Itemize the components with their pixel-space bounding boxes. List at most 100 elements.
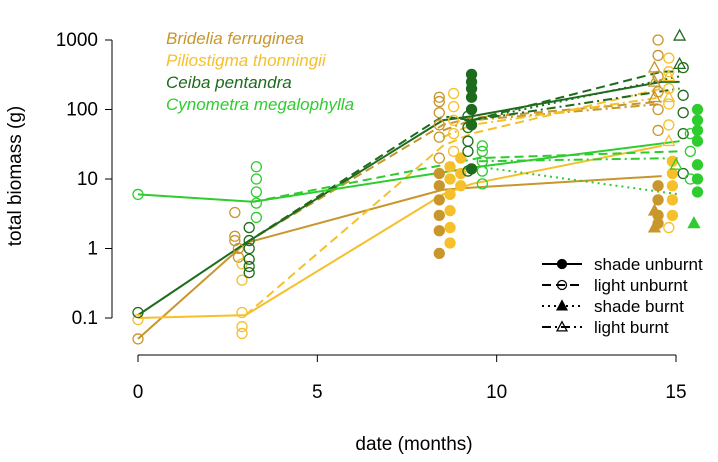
point-piliostigma-thonningii-shade-unburnt — [444, 173, 456, 185]
point-bridelia-ferruginea-shade-unburnt — [433, 167, 445, 180]
point-piliostigma-thonningii-light-unburnt — [663, 221, 675, 234]
point-bridelia-ferruginea-light-unburnt — [652, 49, 664, 62]
axes: 0 5 10 15 0.1 1 10 100 1000 — [56, 30, 687, 403]
point-bridelia-ferruginea-light-unburnt — [433, 95, 445, 108]
point-cynometra-megalophylla-shade-burnt — [687, 216, 701, 229]
point-piliostigma-thonningii-shade-unburnt — [444, 188, 456, 201]
y-tick-label: 100 — [66, 100, 98, 121]
x-tick-label: 10 — [486, 382, 507, 403]
point-cynometra-megalophylla-light-unburnt — [476, 140, 488, 152]
treatment-legend-marker — [556, 279, 568, 291]
point-cynometra-megalophylla-shade-unburnt — [691, 159, 704, 171]
point-ceiba-pentandra-light-unburnt — [462, 165, 474, 177]
point-bridelia-ferruginea-shade-burnt — [647, 203, 662, 216]
point-cynometra-megalophylla-light-unburnt — [684, 173, 696, 185]
point-piliostigma-thonningii-light-burnt — [662, 133, 676, 147]
point-bridelia-ferruginea-light-burnt — [647, 60, 662, 73]
point-cynometra-megalophylla-shade-unburnt — [691, 114, 704, 126]
point-piliostigma-thonningii-light-unburnt — [236, 321, 248, 333]
point-ceiba-pentandra-light-burnt — [672, 28, 687, 41]
point-cynometra-megalophylla-light-unburnt — [250, 211, 263, 224]
point-bridelia-ferruginea-shade-unburnt — [433, 180, 445, 192]
point-ceiba-pentandra-light-unburnt — [462, 145, 474, 157]
y-tick-label: 10 — [77, 169, 98, 190]
point-bridelia-ferruginea-light-unburnt — [433, 91, 445, 103]
x-tick-label: 15 — [665, 382, 686, 403]
point-piliostigma-thonningii-light-unburnt — [663, 66, 675, 78]
point-cynometra-megalophylla-shade-unburnt — [691, 135, 704, 147]
point-bridelia-ferruginea-light-burnt — [647, 74, 662, 87]
point-piliostigma-thonningii-light-burnt — [662, 90, 676, 103]
point-piliostigma-thonningii-light-unburnt — [447, 114, 460, 126]
point-ceiba-pentandra-shade-unburnt — [465, 68, 478, 81]
point-cynometra-megalophylla-light-unburnt — [476, 165, 488, 177]
point-bridelia-ferruginea-shade-unburnt — [652, 194, 664, 206]
x-tick-label: 5 — [312, 382, 323, 403]
y-ticks: 0.1 1 10 100 1000 — [56, 30, 112, 329]
point-ceiba-pentandra-light-unburnt — [243, 253, 255, 265]
point-piliostigma-thonningii-shade-unburnt — [666, 167, 679, 180]
point-piliostigma-thonningii-light-unburnt — [236, 327, 248, 340]
point-ceiba-pentandra-light-unburnt — [677, 127, 689, 140]
point-bridelia-ferruginea-light-unburnt — [433, 152, 445, 164]
point-piliostigma-thonningii-light-unburnt — [132, 313, 144, 326]
line-bridelia-ferruginea-light-unburnt — [245, 100, 662, 244]
point-bridelia-ferruginea-light-unburnt — [229, 206, 241, 219]
point-ceiba-pentandra-light-unburnt — [243, 266, 255, 279]
x-axis-label: date (months) — [355, 434, 472, 455]
line-cynometra-megalophylla-shade-burnt — [478, 165, 680, 196]
point-piliostigma-thonningii-shade-unburnt — [444, 221, 456, 234]
x-ticks: 0 5 10 15 — [133, 355, 687, 403]
treatment-legend-marker — [555, 299, 569, 311]
line-piliostigma-thonningii-shade-unburnt — [137, 144, 662, 319]
point-piliostigma-thonningii-shade-unburnt — [666, 180, 679, 192]
point-bridelia-ferruginea-shade-unburnt — [433, 209, 445, 221]
point-piliostigma-thonningii-light-unburnt — [236, 306, 248, 319]
point-ceiba-pentandra-light-unburnt — [462, 121, 474, 134]
point-piliostigma-thonningii-light-unburnt — [447, 145, 460, 157]
point-piliostigma-thonningii-light-unburnt — [663, 52, 675, 64]
point-ceiba-pentandra-light-unburnt — [243, 260, 255, 273]
x-tick-label: 0 — [133, 382, 144, 403]
point-bridelia-ferruginea-light-burnt — [647, 90, 662, 103]
point-piliostigma-thonningii-light-unburnt — [447, 127, 460, 140]
treatment-legend-marker — [556, 258, 568, 270]
y-tick-label: 1 — [87, 239, 98, 260]
point-cynometra-megalophylla-light-unburnt — [250, 161, 263, 173]
point-ceiba-pentandra-light-unburnt — [243, 234, 255, 247]
point-bridelia-ferruginea-light-unburnt — [229, 230, 241, 242]
point-cynometra-megalophylla-light-unburnt — [132, 188, 144, 201]
point-bridelia-ferruginea-light-unburnt — [652, 34, 664, 46]
line-ceiba-pentandra-light-burnt — [471, 87, 680, 122]
point-cynometra-megalophylla-light-unburnt — [250, 173, 263, 185]
point-ceiba-pentandra-light-unburnt — [132, 306, 144, 319]
point-ceiba-pentandra-shade-unburnt — [465, 163, 478, 175]
point-piliostigma-thonningii-light-unburnt — [663, 119, 675, 131]
point-bridelia-ferruginea-shade-unburnt — [433, 194, 445, 206]
point-bridelia-ferruginea-light-unburnt — [433, 131, 445, 143]
point-piliostigma-thonningii-shade-unburnt — [666, 209, 679, 221]
y-tick-label: 0.1 — [72, 308, 98, 329]
point-piliostigma-thonningii-light-unburnt — [663, 98, 675, 110]
point-piliostigma-thonningii-shade-unburnt — [455, 180, 467, 192]
point-cynometra-megalophylla-light-unburnt — [476, 178, 488, 190]
point-ceiba-pentandra-light-unburnt — [677, 89, 689, 101]
point-bridelia-ferruginea-light-unburnt — [433, 119, 445, 131]
point-bridelia-ferruginea-light-unburnt — [232, 251, 245, 263]
point-piliostigma-thonningii-shade-unburnt — [444, 237, 456, 249]
point-ceiba-pentandra-light-unburnt — [677, 167, 689, 180]
point-ceiba-pentandra-light-unburnt — [462, 110, 474, 122]
point-ceiba-pentandra-light-unburnt — [677, 107, 689, 119]
point-piliostigma-thonningii-light-unburnt — [663, 82, 675, 95]
point-ceiba-pentandra-light-unburnt — [243, 221, 255, 234]
point-piliostigma-thonningii-light-unburnt — [447, 87, 460, 100]
point-cynometra-megalophylla-light-unburnt — [684, 145, 696, 157]
species-legend-item: Bridelia ferruginea — [166, 29, 304, 48]
point-cynometra-megalophylla-light-unburnt — [684, 127, 696, 140]
line-ceiba-pentandra-shade-unburnt — [137, 80, 680, 316]
data-points — [132, 28, 704, 345]
point-ceiba-pentandra-light-unburnt — [677, 62, 689, 74]
treatment-legend: shade unburnt light unburnt shade burnt lig… — [542, 255, 703, 337]
species-legend: Bridelia ferruginea Piliostigma thonningi… — [166, 29, 354, 114]
